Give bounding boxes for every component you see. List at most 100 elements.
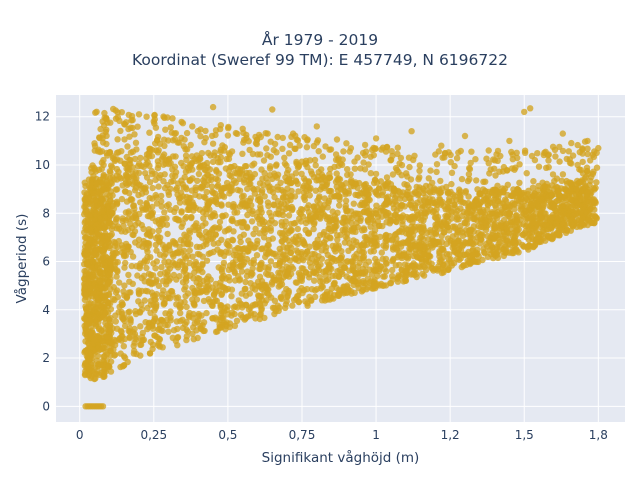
- data-point: [230, 228, 237, 235]
- data-point: [537, 209, 544, 217]
- data-point: [200, 319, 208, 326]
- data-points: [81, 103, 602, 410]
- data-point: [283, 271, 290, 279]
- data-point: [89, 162, 96, 169]
- data-point: [508, 165, 516, 172]
- data-point: [335, 162, 342, 169]
- data-point: [295, 236, 302, 243]
- data-point: [312, 244, 320, 251]
- data-point: [361, 166, 369, 173]
- data-point: [354, 210, 361, 217]
- data-point: [278, 277, 285, 284]
- data-point: [431, 214, 439, 221]
- data-point: [394, 278, 402, 285]
- data-point: [390, 217, 397, 224]
- data-point: [217, 125, 224, 133]
- data-point: [401, 181, 408, 188]
- data-point: [81, 229, 88, 236]
- data-point: [256, 311, 264, 319]
- data-point: [586, 204, 594, 211]
- data-point: [413, 183, 420, 191]
- y-tick-label: 10: [35, 158, 50, 172]
- data-point: [270, 201, 278, 209]
- data-point: [226, 277, 233, 284]
- data-point: [233, 317, 241, 324]
- data-point: [422, 210, 430, 217]
- data-point: [361, 152, 369, 159]
- data-point: [121, 282, 128, 289]
- data-point: [311, 277, 318, 284]
- data-point: [145, 153, 153, 160]
- data-point: [265, 266, 272, 273]
- data-point: [280, 243, 287, 251]
- data-point: [152, 265, 159, 272]
- data-point: [333, 136, 341, 143]
- data-point: [336, 286, 343, 293]
- data-point: [202, 220, 209, 227]
- data-point: [125, 226, 132, 234]
- data-point: [551, 177, 558, 185]
- data-point: [372, 176, 379, 184]
- data-point: [242, 292, 250, 299]
- data-point: [384, 193, 392, 200]
- data-point: [372, 267, 379, 274]
- data-point: [568, 196, 575, 204]
- data-point: [373, 202, 380, 209]
- data-point: [132, 239, 139, 246]
- data-point: [523, 195, 530, 202]
- data-point: [266, 172, 274, 179]
- data-point: [540, 229, 547, 236]
- data-point: [85, 355, 93, 363]
- data-point: [529, 219, 536, 226]
- data-point: [238, 268, 246, 275]
- data-point: [136, 160, 143, 167]
- data-point: [281, 154, 288, 161]
- data-point: [176, 273, 183, 280]
- data-point: [171, 250, 179, 257]
- data-point: [112, 186, 120, 193]
- data-point: [383, 174, 391, 181]
- data-point: [197, 231, 204, 239]
- data-point: [311, 156, 319, 164]
- data-point: [383, 184, 390, 192]
- data-point: [316, 274, 323, 281]
- data-point: [173, 184, 181, 192]
- data-point: [224, 227, 231, 234]
- data-point: [90, 306, 98, 314]
- data-point: [90, 339, 98, 347]
- data-point: [116, 225, 123, 232]
- data-point: [240, 139, 247, 146]
- data-point: [408, 128, 415, 135]
- data-point: [203, 288, 210, 296]
- data-point: [568, 216, 575, 224]
- data-point: [228, 293, 235, 300]
- data-point: [259, 296, 266, 304]
- data-point: [176, 199, 184, 206]
- x-tick-label: 1,5: [515, 428, 534, 442]
- data-point: [435, 148, 442, 155]
- data-point: [181, 321, 189, 328]
- data-point: [182, 146, 189, 153]
- x-tick-label: 1,8: [589, 428, 608, 442]
- data-point: [96, 269, 104, 276]
- data-point: [162, 126, 169, 133]
- data-point: [371, 231, 378, 238]
- data-point: [527, 105, 534, 112]
- data-point: [465, 193, 472, 200]
- data-point: [267, 227, 274, 234]
- data-point: [103, 181, 110, 188]
- data-point: [81, 286, 89, 294]
- data-point: [134, 123, 141, 130]
- data-point: [513, 215, 520, 222]
- data-point: [435, 188, 442, 195]
- data-point: [146, 194, 153, 202]
- data-point: [301, 241, 309, 249]
- data-point: [195, 312, 202, 320]
- data-point: [274, 133, 281, 141]
- data-point: [114, 136, 121, 143]
- data-point: [269, 235, 276, 242]
- data-point: [401, 261, 409, 268]
- data-point: [247, 309, 255, 317]
- data-point: [411, 152, 418, 159]
- data-point: [183, 326, 190, 333]
